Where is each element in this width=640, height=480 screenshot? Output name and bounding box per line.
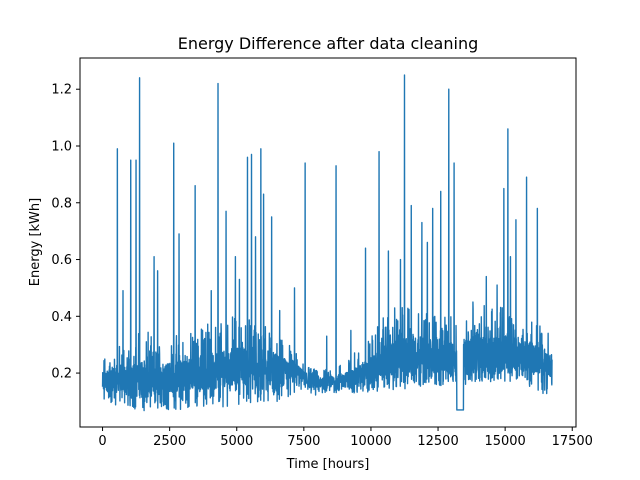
y-tick-label: 0.2 (51, 367, 72, 382)
x-tick-label: 10000 (350, 434, 391, 449)
series-layer (101, 74, 553, 412)
x-tick-label: 17500 (552, 434, 593, 449)
y-axis-label: Energy [kWh] (28, 198, 43, 286)
x-tick-label: 2500 (153, 434, 186, 449)
y-tick-label: 1.0 (51, 139, 72, 154)
plot-frame (79, 57, 577, 428)
x-tick-label: 0 (98, 434, 106, 449)
x-tick-label: 12500 (417, 434, 458, 449)
y-axis-ticks: 0.2 0.4 0.6 0.8 1.0 1.2 (51, 83, 80, 382)
y-tick-label: 0.8 (51, 196, 72, 211)
x-axis-label: Time [hours] (286, 457, 370, 472)
x-tick-label: 15000 (484, 434, 525, 449)
y-tick-label: 0.6 (51, 253, 72, 268)
plot-area (79, 57, 577, 428)
y-tick-label: 1.2 (51, 83, 72, 98)
x-tick-label: 5000 (220, 434, 253, 449)
x-tick-label: 7500 (287, 434, 320, 449)
chart-title: Energy Difference after data cleaning (178, 34, 479, 53)
x-axis-ticks: 0 2500 5000 7500 10000 12500 15000 17500 (98, 427, 593, 449)
energy-series-line (101, 74, 553, 412)
y-tick-label: 0.4 (51, 310, 72, 325)
